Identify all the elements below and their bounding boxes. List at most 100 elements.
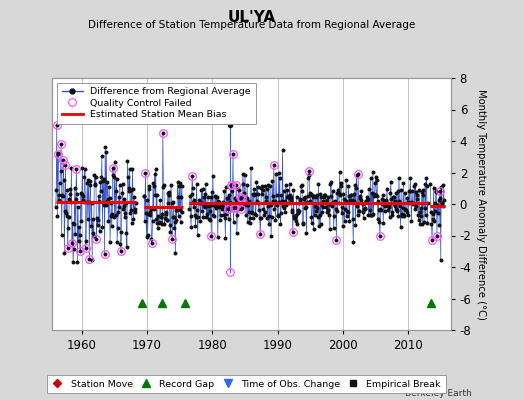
Point [231, 204, 239, 210]
Point [361, 205, 369, 211]
Point [418, 221, 427, 228]
Point [74, 238, 83, 244]
Point [59, 157, 68, 163]
Point [264, 203, 272, 210]
Point [427, 220, 435, 227]
Point [232, 197, 240, 204]
Point [346, 192, 355, 198]
Point [250, 190, 259, 197]
Point [365, 186, 373, 192]
Point [190, 197, 199, 203]
Point [79, 193, 88, 199]
Point [90, 232, 98, 239]
Y-axis label: Monthly Temperature Anomaly Difference (°C): Monthly Temperature Anomaly Difference (… [476, 88, 486, 320]
Point [321, 192, 329, 198]
Point [375, 219, 384, 225]
Point [277, 210, 285, 216]
Point [344, 183, 353, 190]
Point [70, 221, 79, 227]
Point [311, 202, 319, 209]
Point [151, 191, 159, 198]
Point [216, 217, 224, 223]
Point [354, 171, 362, 177]
Point [188, 191, 196, 198]
Point [124, 174, 132, 180]
Point [413, 196, 421, 202]
Point [364, 212, 373, 218]
Point [258, 183, 267, 189]
Text: Berkeley Earth: Berkeley Earth [405, 389, 472, 398]
Point [124, 187, 133, 194]
Point [319, 204, 328, 210]
Point [211, 205, 220, 211]
Point [96, 188, 105, 194]
Point [372, 174, 380, 180]
Point [121, 214, 129, 220]
Point [433, 202, 442, 208]
Point [401, 190, 409, 196]
Point [54, 150, 62, 157]
Point [248, 210, 256, 216]
Point [105, 195, 114, 202]
Point [61, 208, 69, 215]
Point [405, 188, 413, 195]
Text: Difference of Station Temperature Data from Regional Average: Difference of Station Temperature Data f… [88, 20, 415, 30]
Point [287, 194, 295, 200]
Point [127, 186, 136, 193]
Point [75, 223, 83, 230]
Point [432, 188, 441, 195]
Point [189, 198, 198, 205]
Point [329, 188, 337, 194]
Point [328, 192, 336, 199]
Point [199, 214, 208, 220]
Point [306, 198, 314, 204]
Point [343, 208, 352, 214]
Point [115, 204, 124, 210]
Point [378, 192, 387, 198]
Point [351, 222, 359, 228]
Point [245, 198, 254, 204]
Point [385, 202, 394, 208]
Point [310, 193, 318, 199]
Point [246, 215, 255, 222]
Point [246, 220, 254, 226]
Point [71, 185, 79, 191]
Point [403, 195, 411, 201]
Point [400, 212, 409, 218]
Point [260, 211, 268, 218]
Point [177, 194, 185, 200]
Point [299, 220, 307, 226]
Point [367, 212, 375, 218]
Point [430, 217, 439, 224]
Point [154, 225, 162, 232]
Point [72, 196, 80, 202]
Point [118, 181, 127, 188]
Point [102, 202, 110, 208]
Point [194, 196, 203, 203]
Point [89, 230, 97, 236]
Point [278, 147, 287, 153]
Point [109, 171, 117, 178]
Point [252, 179, 260, 186]
Point [140, 193, 148, 200]
Point [192, 180, 201, 187]
Point [278, 198, 286, 204]
Point [178, 209, 187, 215]
Point [103, 179, 112, 185]
Point [145, 183, 154, 190]
Point [293, 209, 302, 216]
Point [281, 209, 289, 215]
Point [107, 222, 116, 229]
Point [269, 198, 278, 204]
Point [215, 204, 224, 210]
Point [223, 205, 232, 212]
Point [66, 186, 74, 192]
Point [339, 223, 347, 229]
Point [352, 185, 360, 191]
Point [304, 174, 312, 181]
Point [279, 203, 287, 209]
Point [96, 178, 104, 185]
Point [285, 195, 293, 201]
Point [60, 249, 69, 256]
Point [90, 172, 99, 178]
